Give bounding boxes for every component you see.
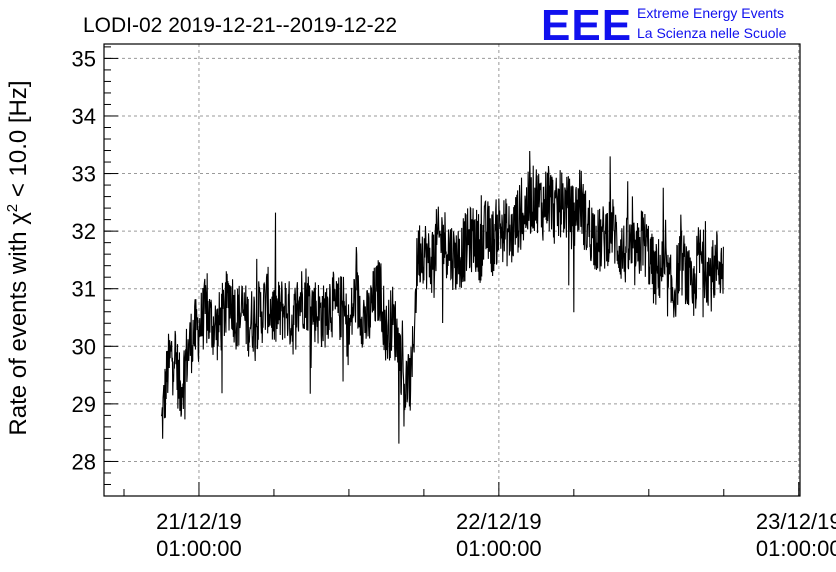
data-series	[160, 151, 724, 444]
y-tick-label: 33	[72, 162, 96, 187]
y-tick-label: 32	[72, 219, 96, 244]
x-tick-time: 01:00:00	[756, 536, 836, 561]
x-tick-date: 23/12/19	[756, 509, 836, 534]
x-tick-time: 01:00:00	[156, 536, 242, 561]
chart-title: LODI-02 2019-12-21--2019-12-22	[83, 14, 397, 37]
y-axis-label-main: Rate of events with χ	[5, 212, 32, 436]
y-axis-label: Rate of events with χ2 < 10.0 [Hz]	[4, 80, 32, 435]
x-tick-time: 01:00:00	[456, 536, 542, 561]
x-tick-date: 21/12/19	[156, 509, 242, 534]
eee-logo: EEE Extreme Energy Events La Scienza nel…	[541, 1, 787, 50]
y-tick-label: 35	[72, 46, 96, 71]
y-tick-label: 29	[72, 392, 96, 417]
y-tick-label: 31	[72, 277, 96, 302]
y-tick-label: 34	[72, 104, 96, 129]
series-line	[160, 151, 724, 444]
x-axis-ticks: 21/12/1901:00:0022/12/1901:00:0023/12/19…	[123, 482, 836, 561]
plot-frame	[103, 43, 801, 497]
y-axis-label-superscript: 2	[4, 204, 21, 212]
logo-line-1: Extreme Energy Events	[637, 5, 784, 21]
y-axis-label-rest: < 10.0 [Hz]	[5, 80, 32, 203]
logo-mark: EEE	[541, 1, 632, 50]
y-tick-label: 28	[72, 449, 96, 474]
logo-line-2: La Scienza nelle Scuole	[637, 25, 787, 41]
x-tick-date: 22/12/19	[456, 509, 542, 534]
y-axis-ticks: 28 29 30 31 32 33 34 35	[72, 46, 118, 497]
y-tick-label: 30	[72, 334, 96, 359]
